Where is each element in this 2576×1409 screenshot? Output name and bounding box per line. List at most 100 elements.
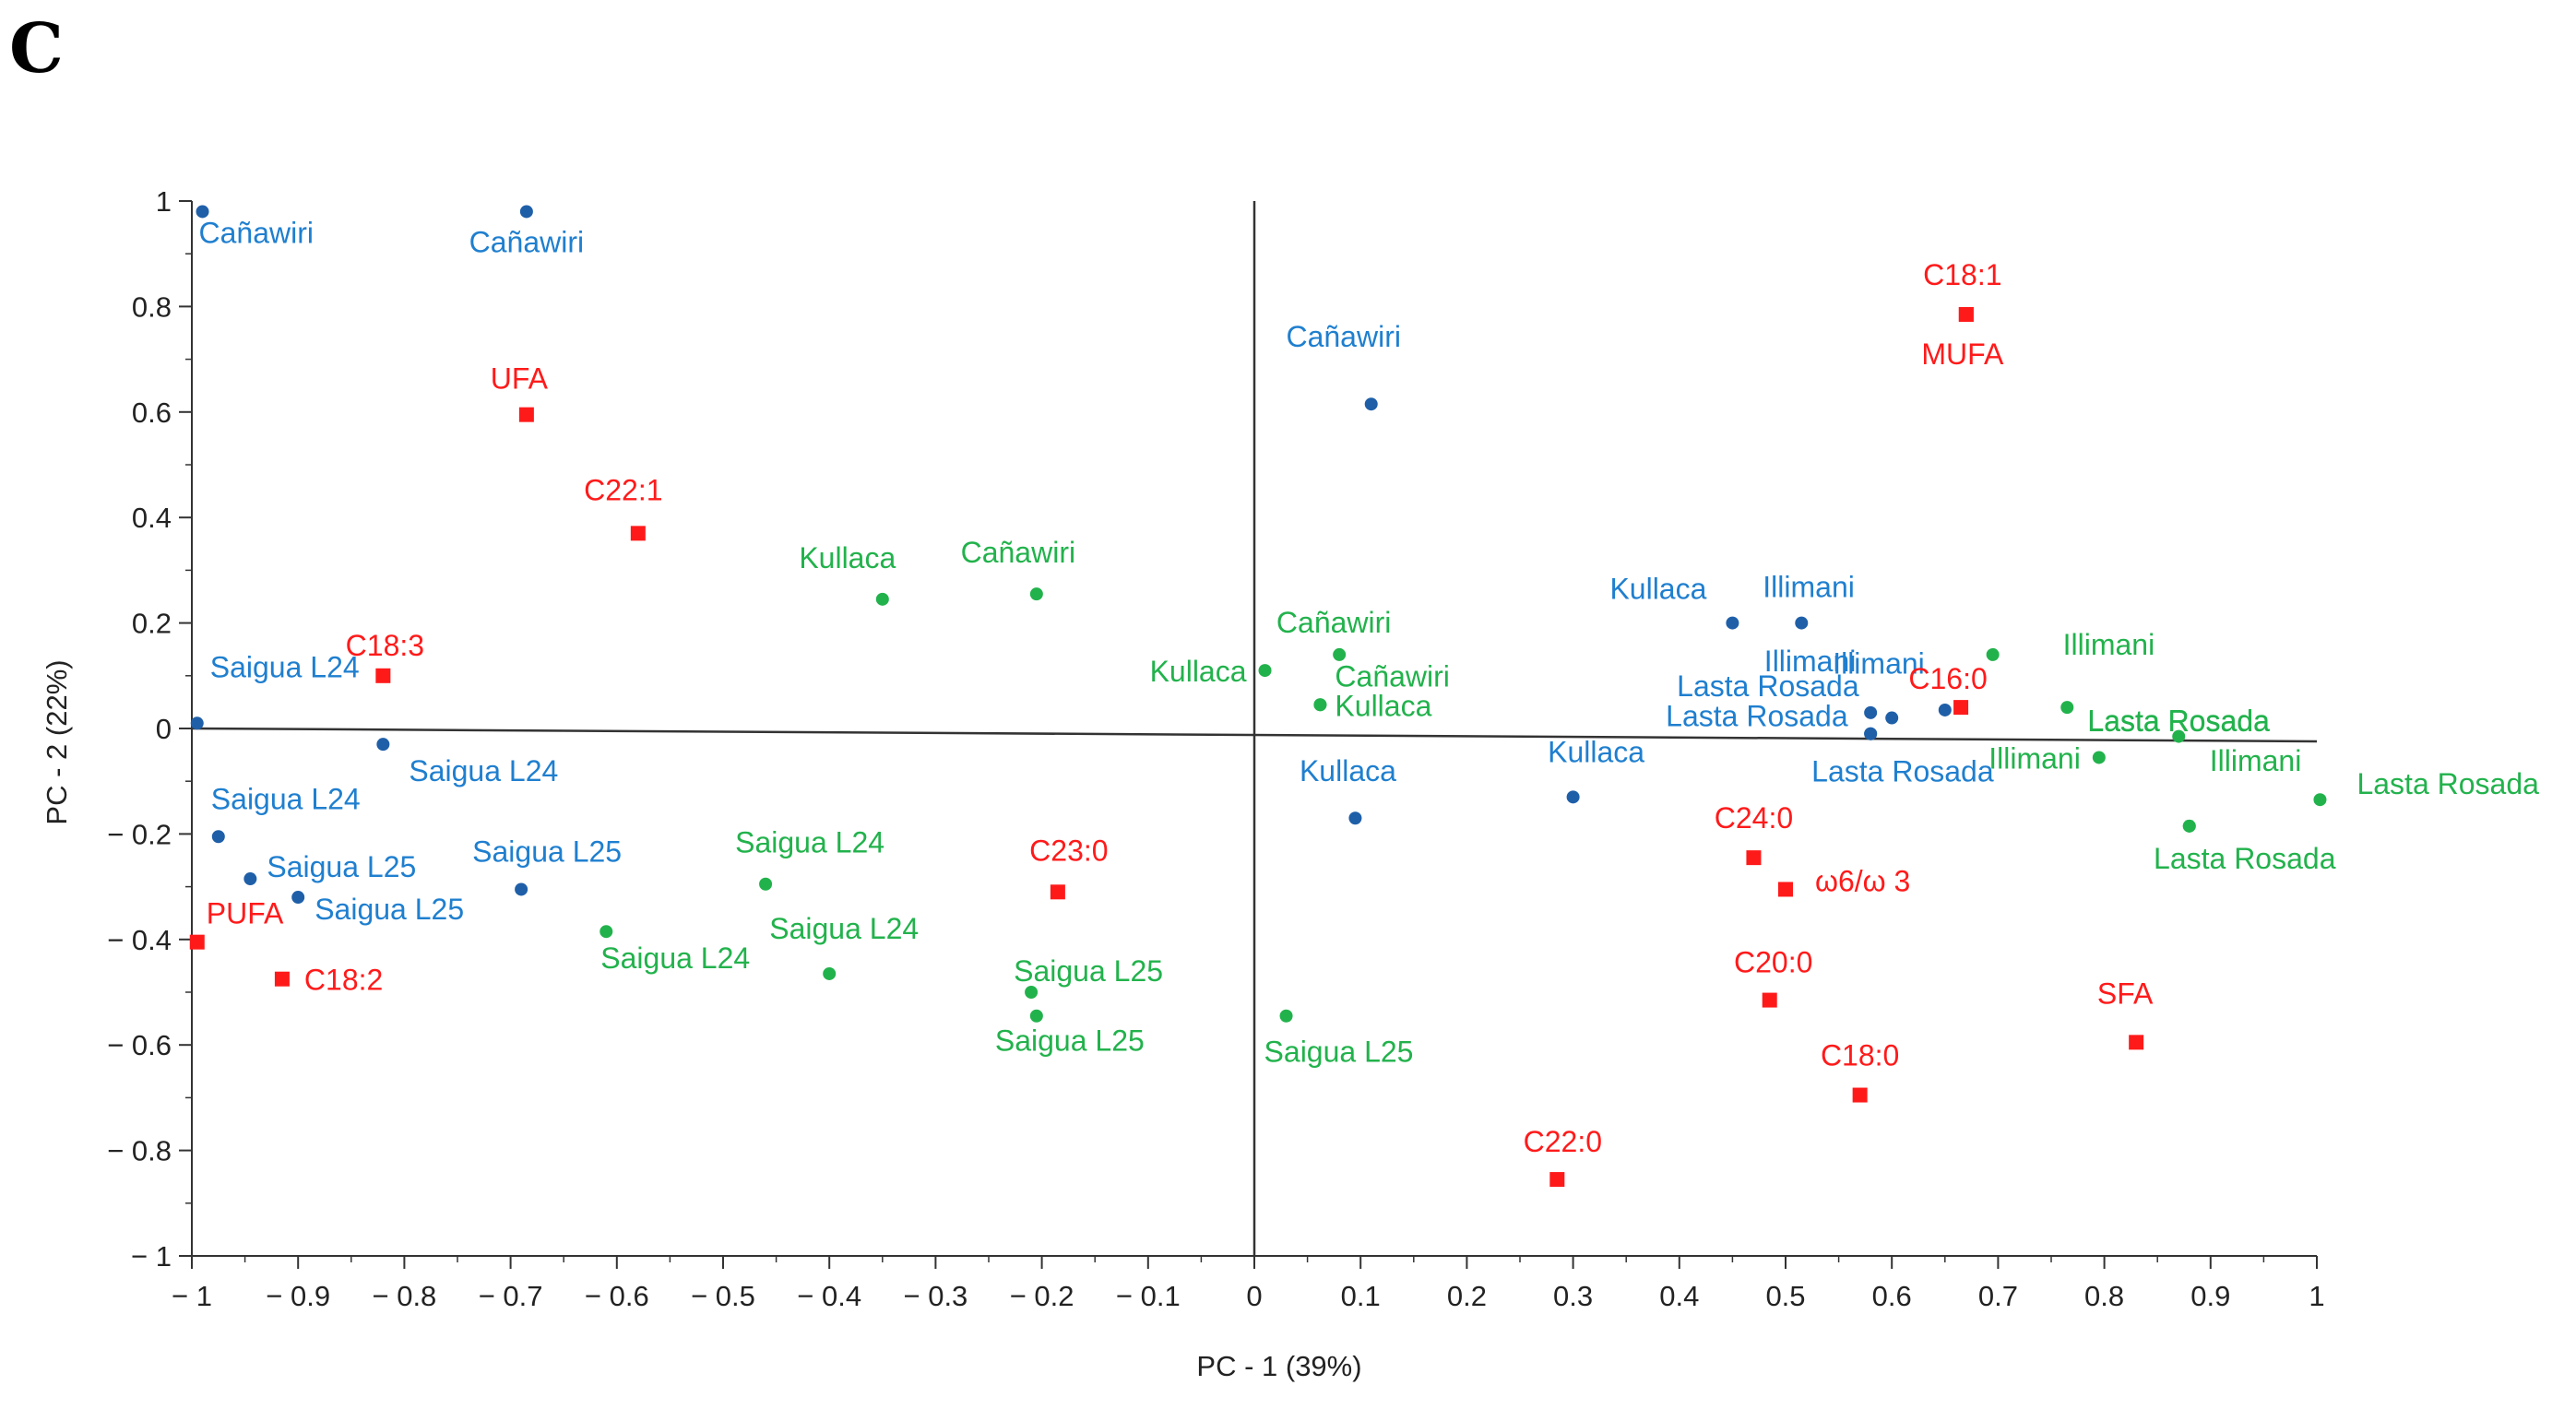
point-label: C18:2 xyxy=(304,964,383,997)
x-tick-label: 0.6 xyxy=(1872,1280,1912,1312)
blue-sample-point xyxy=(243,872,257,886)
green-sample-point xyxy=(1313,698,1327,712)
point-label: Saigua L25 xyxy=(995,1024,1145,1058)
green-sample-point xyxy=(2092,751,2106,764)
green-sample-point xyxy=(1029,1009,1043,1023)
blue-sample-point xyxy=(291,891,305,905)
point-label: C24:0 xyxy=(1715,801,1793,835)
variable-marker xyxy=(1778,882,1793,897)
x-tick-label: 0.2 xyxy=(1447,1280,1487,1312)
green-sample-point xyxy=(823,966,837,980)
point-label: C20:0 xyxy=(1734,946,1812,979)
point-label: Illimani xyxy=(1833,647,1925,681)
x-tick-label: − 0.4 xyxy=(797,1280,861,1312)
point-label: Cañawiri xyxy=(1286,320,1400,353)
variable-marker xyxy=(630,526,646,541)
variable-marker xyxy=(1050,884,1065,900)
point-label: Lasta Rosada xyxy=(1677,669,1859,703)
x-tick-label: − 0.9 xyxy=(266,1280,330,1312)
green-sample-point xyxy=(2313,793,2327,807)
point-label: Saigua L24 xyxy=(211,782,361,815)
variable-marker xyxy=(1746,850,1762,866)
y-tick-label: − 0.8 xyxy=(107,1135,172,1167)
point-label: Saigua L25 xyxy=(1264,1036,1414,1069)
x-tick-label: − 0.7 xyxy=(479,1280,543,1312)
x-tick-label: 0.1 xyxy=(1341,1280,1381,1312)
green-sample-point xyxy=(2182,819,2196,833)
point-label: Kullaca xyxy=(1548,735,1644,768)
point-label: Cañawiri xyxy=(199,216,314,249)
y-tick-label: − 1 xyxy=(131,1240,172,1273)
point-label: Kullaca xyxy=(1609,573,1706,606)
variable-marker xyxy=(518,407,534,422)
point-label: Kullaca xyxy=(799,541,896,574)
green-sample-point xyxy=(1986,647,2000,661)
x-tick-label: 0.7 xyxy=(1978,1280,2018,1312)
point-label: Cañawiri xyxy=(469,225,584,258)
point-label: Kullaca xyxy=(1150,655,1247,688)
variable-marker xyxy=(1762,992,1777,1008)
point-label: Cañawiri xyxy=(961,536,1075,569)
point-label: Saigua L25 xyxy=(1014,954,1163,988)
green-sample-point xyxy=(599,925,613,939)
x-tick-label: − 0.8 xyxy=(372,1280,436,1312)
point-label: C22:0 xyxy=(1524,1125,1602,1158)
variable-marker xyxy=(375,668,391,683)
point-label: C23:0 xyxy=(1029,834,1108,867)
point-label: Saigua L24 xyxy=(409,754,558,787)
green-sample-point xyxy=(1025,986,1039,999)
y-tick-label: − 0.6 xyxy=(107,1029,172,1061)
y-axis-title: PC - 2 (22%) xyxy=(41,659,73,824)
point-label: Lasta Rosada xyxy=(2088,704,2271,738)
point-label: C18:1 xyxy=(1923,258,2001,291)
variable-marker xyxy=(274,971,290,987)
axes-layer: − 1 − 0.9 − 0.8 − 0.7 − 0.6 − 0.5 − 0.4 − 0.3 − … xyxy=(107,185,2324,1312)
blue-sample-point xyxy=(1348,811,1362,825)
x-tick-label: − 1 xyxy=(172,1280,212,1312)
y-tick-label: 0.2 xyxy=(132,608,172,640)
point-label: ω6/ω 3 xyxy=(1815,864,1910,897)
point-label: Kullaca xyxy=(1335,689,1431,722)
point-label: C18:3 xyxy=(346,629,424,662)
y-tick-label: 0.8 xyxy=(132,290,172,323)
point-label: Saigua L24 xyxy=(735,826,884,859)
x-tick-label: 0.5 xyxy=(1765,1280,1805,1312)
green-sample-point xyxy=(1279,1009,1293,1023)
variable-marker xyxy=(1549,1172,1565,1188)
blue-sample-point xyxy=(1364,397,1378,411)
y-tick-label: − 0.4 xyxy=(107,924,172,956)
blue-sample-point xyxy=(1938,703,1952,716)
green-sample-point xyxy=(1333,647,1347,661)
blue-sample-point xyxy=(1885,711,1899,725)
point-label: Cañawiri xyxy=(1335,659,1449,693)
variable-marker xyxy=(1852,1087,1868,1103)
blue-sample-point xyxy=(211,830,225,844)
marks-layer: Cañawiri Cañawiri Cañawiri Saigua L24 Saigua… xyxy=(189,205,2539,1188)
green-sample-point xyxy=(2172,729,2186,743)
blue-sample-point xyxy=(1864,705,1878,719)
point-label: Saigua L24 xyxy=(769,912,919,945)
point-label: Illimani xyxy=(1763,571,1855,604)
x-axis-title: PC - 1 (39%) xyxy=(1196,1350,1361,1382)
point-label: C22:1 xyxy=(584,473,662,506)
point-label: Lasta Rosada xyxy=(2356,767,2539,800)
x-tick-label: 1 xyxy=(2309,1280,2324,1312)
zero-line-horizontal xyxy=(191,727,2318,743)
variable-marker xyxy=(1953,700,1969,716)
point-label: SFA xyxy=(2097,977,2154,1010)
green-sample-point xyxy=(1258,664,1272,678)
x-tick-label: 0.3 xyxy=(1553,1280,1593,1312)
x-tick-label: 0.8 xyxy=(2084,1280,2124,1312)
point-label: Saigua L24 xyxy=(210,650,360,683)
x-tick-label: − 0.6 xyxy=(585,1280,649,1312)
point-label: Illimani xyxy=(2210,744,2302,777)
blue-sample-point xyxy=(376,738,390,752)
x-tick-label: 0.4 xyxy=(1659,1280,1699,1312)
x-tick-label: 0 xyxy=(1246,1280,1262,1312)
x-tick-label: − 0.5 xyxy=(691,1280,755,1312)
x-tick-label: 0.9 xyxy=(2190,1280,2230,1312)
point-label: Kullaca xyxy=(1300,754,1396,787)
point-label: Illimani xyxy=(1764,645,1857,678)
point-label: Lasta Rosada xyxy=(1666,700,1848,733)
